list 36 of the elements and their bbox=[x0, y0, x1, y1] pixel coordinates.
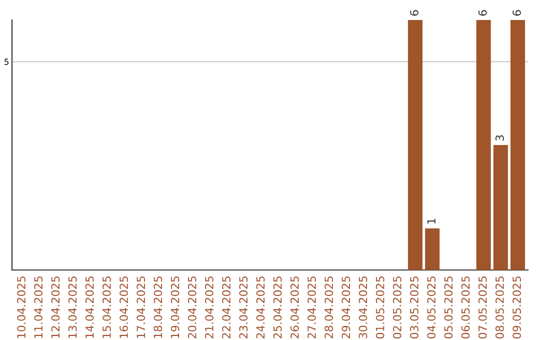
x-tick-label: 19.04.2025 bbox=[170, 276, 180, 338]
x-tick-label: 17.04.2025 bbox=[136, 276, 146, 338]
x-tick-label: 16.04.2025 bbox=[120, 276, 128, 338]
x-tick-label: 20.04.2025 bbox=[188, 276, 196, 338]
data-label: 3 bbox=[495, 135, 504, 141]
data-label: 6 bbox=[512, 10, 521, 16]
x-tick-label: 08.05.2025 bbox=[495, 276, 504, 338]
x-tick-label: 22.04.2025 bbox=[222, 276, 231, 338]
y-tick-label: 5 bbox=[4, 58, 8, 65]
x-tick-label: 30.04.2025 bbox=[358, 276, 368, 338]
data-label: 6 bbox=[410, 10, 418, 16]
x-tick-label: 11.04.2025 bbox=[34, 276, 43, 338]
x-tick-label: 09.05.2025 bbox=[512, 276, 521, 338]
x-tick-label: 28.04.2025 bbox=[324, 276, 334, 338]
x-tick-label: 06.05.2025 bbox=[461, 276, 470, 338]
x-tick-label: 25.04.2025 bbox=[273, 276, 282, 338]
x-tick-label: 02.05.2025 bbox=[392, 276, 402, 338]
x-tick-label: 15.04.2025 bbox=[102, 276, 111, 338]
x-tick-label: 13.04.2025 bbox=[68, 276, 77, 338]
x-tick-label: 24.04.2025 bbox=[256, 276, 265, 338]
x-tick-label: 26.04.2025 bbox=[290, 276, 299, 338]
data-label: 6 bbox=[478, 10, 487, 16]
x-tick-label: 27.04.2025 bbox=[308, 276, 316, 338]
x-tick-label: 29.04.2025 bbox=[342, 276, 350, 338]
x-tick-label: 07.05.2025 bbox=[478, 276, 487, 338]
x-tick-label: 12.04.2025 bbox=[51, 276, 60, 338]
x-tick-label: 05.05.2025 bbox=[444, 276, 453, 338]
x-tick-label: 21.04.2025 bbox=[205, 276, 214, 338]
x-tick-label: 10.04.2025 bbox=[17, 276, 26, 338]
x-tick-label: 14.04.2025 bbox=[85, 276, 94, 338]
x-tick-label: 03.05.2025 bbox=[410, 276, 418, 338]
x-tick-label: 23.04.2025 bbox=[239, 276, 248, 338]
x-tick-label: 01.05.2025 bbox=[376, 276, 384, 338]
data-label: 1 bbox=[427, 218, 436, 224]
x-tick-label: 18.04.2025 bbox=[154, 276, 162, 338]
x-tick-label: 04.05.2025 bbox=[427, 276, 436, 338]
